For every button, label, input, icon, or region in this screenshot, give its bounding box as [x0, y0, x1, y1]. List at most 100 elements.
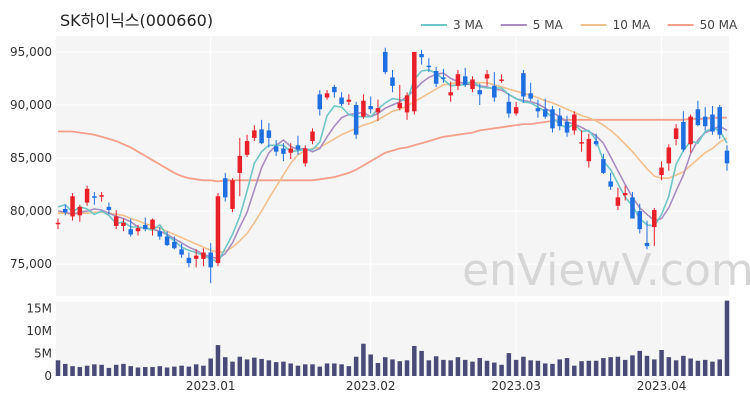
candle [368, 96, 373, 114]
volume-bar [593, 360, 599, 376]
candle [266, 123, 272, 148]
candle-body [215, 196, 221, 264]
candle [237, 137, 243, 197]
volume-bar [630, 355, 635, 376]
volume-tick-label: 5M [34, 347, 52, 361]
candle [441, 68, 446, 83]
candle [172, 236, 177, 250]
candle-body [521, 73, 526, 97]
volume-bar [215, 345, 221, 376]
volume-bar [222, 357, 228, 376]
candle-body [484, 74, 490, 79]
volume-bar [244, 359, 250, 376]
candle [557, 108, 563, 131]
candle-body [143, 224, 148, 230]
candle-body [157, 231, 163, 237]
candle-body [332, 86, 337, 93]
candle [673, 124, 679, 146]
candle-body [295, 145, 301, 150]
candle-body [397, 102, 403, 109]
candle [470, 76, 475, 93]
ma-5-line [57, 72, 728, 260]
candle [143, 217, 148, 232]
candle [135, 224, 141, 236]
volume-bar [681, 355, 686, 376]
legend-label: 10 MA [613, 18, 651, 32]
volume-tick-label: 10M [26, 324, 52, 338]
candle [717, 104, 722, 139]
candle-body [564, 121, 570, 133]
volume-bar [470, 361, 475, 376]
candle-body [535, 108, 541, 112]
candle-body [593, 141, 599, 145]
candle [433, 66, 439, 87]
volume-bar [70, 366, 75, 376]
volume-bar [252, 357, 257, 376]
candle [455, 69, 461, 91]
volume-tick-label: 15M [26, 302, 52, 316]
candle-body [113, 216, 119, 226]
candle [637, 203, 642, 234]
candle [448, 81, 453, 102]
volume-bar [324, 363, 330, 376]
candle [113, 210, 119, 230]
volume-bar [637, 350, 642, 376]
volume-bar [186, 366, 192, 376]
candle-body [630, 197, 635, 219]
legend-item: 5 MA [500, 18, 564, 32]
volume-bar [412, 345, 417, 376]
candle [222, 172, 228, 202]
volume-bar [455, 357, 461, 376]
candle [324, 90, 330, 100]
volume-bar [99, 364, 104, 376]
volume-bar [106, 367, 112, 376]
price-tick-label: 75,000 [10, 257, 52, 271]
chart-title: SK하이닉스(000660) [60, 11, 213, 30]
volume-bar [659, 349, 664, 376]
candle-body [288, 148, 293, 153]
candle [70, 193, 75, 221]
candle-body [106, 206, 112, 211]
candle [710, 106, 715, 135]
candle-body [230, 180, 235, 209]
candle [535, 99, 541, 118]
ma-3-line [57, 69, 728, 264]
candle-body [652, 210, 657, 228]
candle [528, 82, 533, 101]
candle [564, 115, 570, 137]
candle-body [513, 107, 519, 114]
volume-bar [724, 300, 730, 376]
candle-body [659, 167, 664, 176]
candle [121, 218, 126, 232]
candle-body [637, 211, 642, 230]
candle-body [368, 106, 373, 110]
candle-body [186, 257, 192, 264]
candle-body [310, 131, 315, 142]
candle [644, 220, 650, 250]
candle-body [615, 197, 621, 206]
volume-bar [135, 367, 141, 376]
candle-body [702, 116, 708, 127]
candle [317, 90, 323, 116]
candle [615, 187, 621, 211]
volume-bar [208, 358, 213, 376]
volume-bar [572, 365, 577, 376]
candle [193, 249, 199, 268]
candle-body [302, 148, 308, 164]
volume-bar [652, 359, 657, 376]
volume-bar [666, 357, 672, 376]
candle [186, 252, 192, 268]
candle [426, 58, 432, 73]
candle-body [542, 109, 548, 117]
volume-bar [346, 366, 352, 376]
candle [521, 69, 526, 103]
legend-item: 10 MA [580, 18, 651, 32]
ma-10-line [58, 81, 728, 254]
volume-bar [310, 364, 315, 376]
candle [579, 130, 584, 152]
candle [55, 218, 61, 230]
volume-bar [441, 359, 446, 376]
volume-bar [353, 356, 359, 376]
candle [99, 192, 104, 202]
